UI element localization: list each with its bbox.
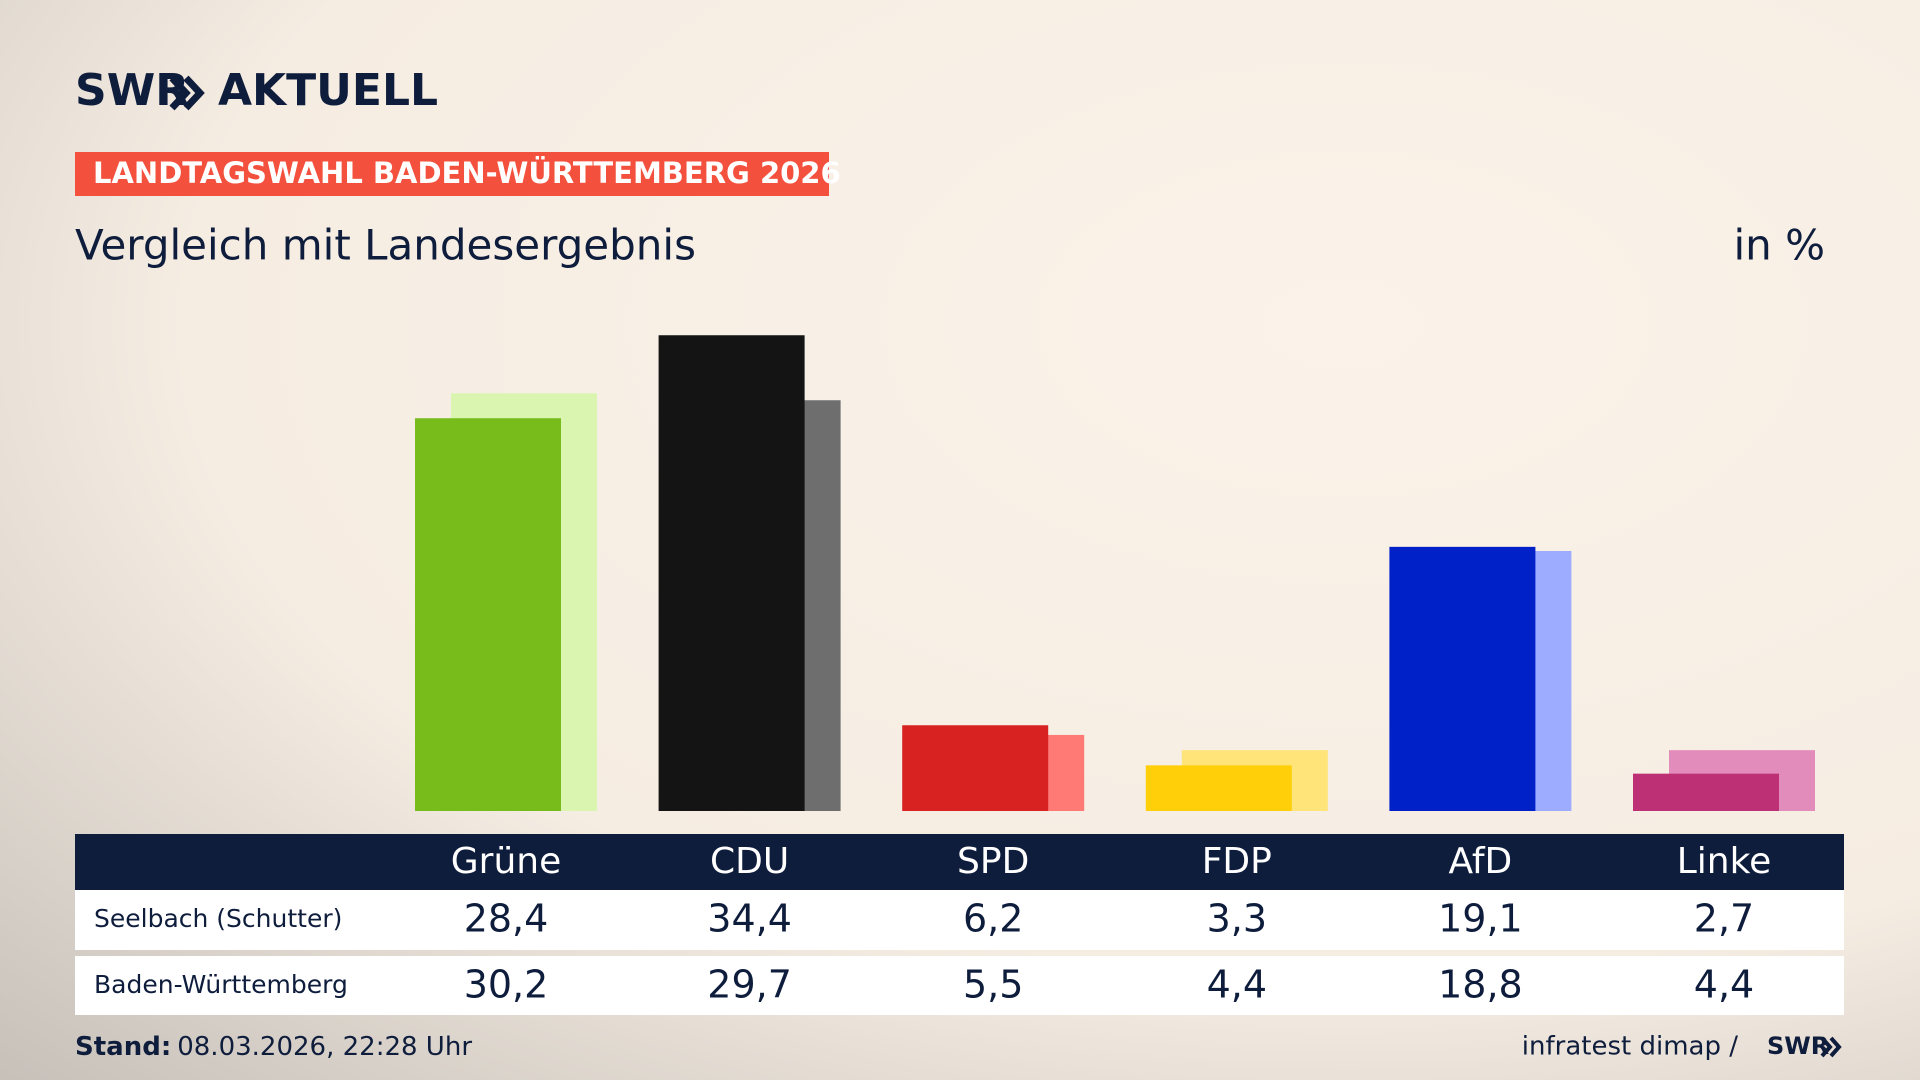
table-header [75,834,1844,890]
logo: SWR AKTUELL [75,65,438,116]
logo-section: AKTUELL [218,65,438,116]
column-header: Linke [1677,841,1772,882]
bar [658,335,805,811]
chart-title: LANDTAGSWAHL BADEN-WÜRTTEMBERG 2026 [93,156,841,190]
value-label: 4,4 [1694,963,1754,1007]
timestamp-label: Stand: [75,1032,171,1062]
value-label: 34,4 [707,897,792,941]
bars [415,335,1815,811]
bar [1145,765,1292,811]
value-label: 18,8 [1438,963,1523,1007]
unit-label: in % [1733,221,1825,270]
source-brand: SWR [1767,1032,1829,1060]
value-label: 19,1 [1438,897,1523,941]
column-header: CDU [710,841,789,882]
row-label: Baden-Württemberg [94,970,348,999]
value-label: 29,7 [707,963,792,1007]
value-label: 3,3 [1207,897,1267,941]
value-label: 30,2 [464,963,549,1007]
value-label: 5,5 [963,963,1023,1007]
column-header: Grüne [451,841,561,882]
bar [902,725,1049,811]
table-row [75,956,1844,1015]
timestamp-value: 08.03.2026, 22:28 Uhr [177,1032,472,1062]
row-label: Seelbach (Schutter) [94,904,342,933]
logo-chevrons [169,75,205,111]
timestamp: Stand: 08.03.2026, 22:28 Uhr [75,1032,472,1062]
table-row [75,890,1844,950]
table: Grüne CDU SPD FDP AfD Linke Seelbach (Schutter… [94,841,1771,1007]
bar [415,418,561,811]
value-label: 2,7 [1694,897,1754,941]
bar [1633,773,1779,811]
bar [1389,546,1536,811]
chart-subtitle: Vergleich mit Landesergebnis [75,221,696,270]
logo-brand: SWR [75,65,189,116]
value-label: 28,4 [464,897,549,941]
title-badge [75,152,829,196]
source: infratest dimap / [1522,1032,1738,1062]
value-label: 6,2 [963,897,1023,941]
value-label: 4,4 [1207,963,1267,1007]
source-chevrons [1820,1036,1842,1058]
column-header: AfD [1449,841,1513,882]
column-header: SPD [957,841,1029,882]
column-header: FDP [1202,841,1272,882]
